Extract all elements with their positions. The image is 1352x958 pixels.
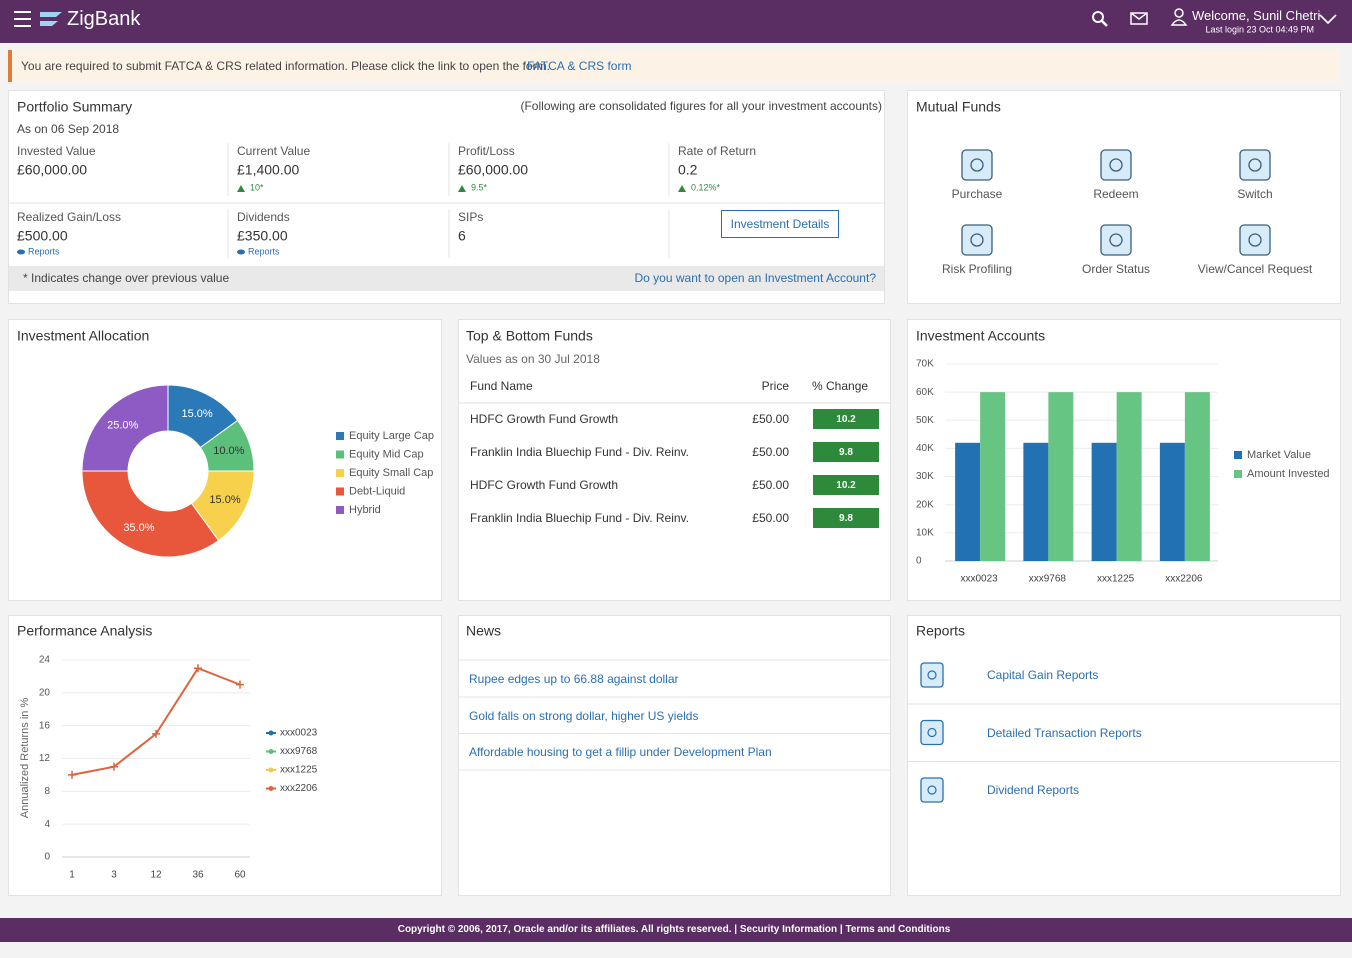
metric-label: Current Value <box>237 143 311 158</box>
reports-link[interactable]: Reports <box>28 246 60 257</box>
metric-label: Invested Value <box>17 143 96 158</box>
panel-title: Portfolio Summary <box>17 98 133 115</box>
panel-title: News <box>466 622 502 639</box>
portfolio-footer <box>9 266 884 291</box>
fund-price: £50.00 <box>752 477 789 492</box>
column-header: Price <box>761 378 789 393</box>
fund-price: £50.00 <box>752 444 789 459</box>
fund-name: Franklin India Bluechip Fund - Div. Rein… <box>470 510 689 525</box>
fund-name: Franklin India Bluechip Fund - Div. Rein… <box>470 444 689 459</box>
column-header: % Change <box>812 378 869 393</box>
note: (Following are consolidated figures for … <box>520 98 882 113</box>
investment-details-button[interactable] <box>721 210 839 238</box>
alert-link[interactable]: FATCA & CRS form <box>527 58 632 73</box>
fund-price: £50.00 <box>752 510 789 525</box>
panel-title: Mutual Funds <box>916 98 1001 115</box>
metric-value: 6 <box>458 227 466 244</box>
action-label[interactable]: Switch <box>1237 186 1273 201</box>
as-of: Values as on 30 Jul 2018 <box>466 351 600 366</box>
metric-value: £1,400.00 <box>237 161 300 178</box>
accounts-panel <box>907 319 1341 601</box>
action-label[interactable]: Risk Profiling <box>941 261 1013 276</box>
fund-price: £50.00 <box>752 411 789 426</box>
metric-value: £60,000.00 <box>17 161 88 178</box>
welcome: Welcome, Sunil Chetri <box>1192 8 1321 24</box>
alert-text: You are required to submit FATCA & CRS r… <box>21 58 550 73</box>
news-link[interactable]: Gold falls on strong dollar, higher US y… <box>469 708 699 723</box>
metric-value: £500.00 <box>17 227 68 244</box>
metric-value: £350.00 <box>237 227 288 244</box>
as-on: As on 06 Sep 2018 <box>17 121 120 136</box>
metric-label: Dividends <box>237 209 290 224</box>
report-link[interactable]: Dividend Reports <box>987 782 1080 797</box>
report-link[interactable]: Detailed Transaction Reports <box>987 725 1142 740</box>
fund-change: 10.2 <box>836 480 856 491</box>
action-label[interactable]: Order Status <box>1081 261 1151 276</box>
footer-text: Copyright © 2006, 2017, Oracle and/or it… <box>397 924 951 935</box>
metric-label: Realized Gain/Loss <box>17 209 122 224</box>
action-label[interactable]: Redeem <box>1093 186 1139 201</box>
mutual-funds-panel <box>907 90 1341 304</box>
reports-link[interactable]: Reports <box>248 246 280 257</box>
footer-bar <box>0 918 1352 942</box>
report-link[interactable]: Capital Gain Reports <box>987 667 1099 682</box>
panel-title: Investment Allocation <box>17 327 150 344</box>
metric-label: SIPs <box>458 209 484 224</box>
footnote: * Indicates change over previous value <box>23 270 230 285</box>
metric-value: £60,000.00 <box>458 161 529 178</box>
panel-title: Investment Accounts <box>916 327 1046 344</box>
metric-change: 9.5* <box>471 182 488 193</box>
performance-panel <box>8 615 442 896</box>
top-bar <box>0 0 1352 43</box>
news-link[interactable]: Affordable housing to get a fillip under… <box>469 744 772 759</box>
news-panel <box>458 615 891 896</box>
metric-label: Rate of Return <box>678 143 757 158</box>
news-link[interactable]: Rupee edges up to 66.88 against dollar <box>469 671 679 686</box>
open-account-link[interactable]: Do you want to open an Investment Accoun… <box>634 270 877 285</box>
button-label[interactable]: Investment Details <box>730 216 830 231</box>
allocation-panel <box>8 319 442 601</box>
fund-name: HDFC Growth Fund Growth <box>470 477 619 492</box>
metric-change: 10* <box>250 182 264 193</box>
brand: ZigBank <box>67 8 141 30</box>
fund-change: 9.8 <box>839 513 853 524</box>
fund-name: HDFC Growth Fund Growth <box>470 411 619 426</box>
fund-change: 10.2 <box>836 414 856 425</box>
column-header: Fund Name <box>470 378 533 393</box>
metric-value: 0.2 <box>678 161 698 178</box>
last-login: Last login 23 Oct 04:49 PM <box>1205 24 1314 35</box>
metric-label: Profit/Loss <box>458 143 515 158</box>
reports-panel <box>907 615 1341 896</box>
panel-title: Reports <box>916 622 966 639</box>
panel-title: Top & Bottom Funds <box>466 327 593 344</box>
fund-change: 9.8 <box>839 447 853 458</box>
alert-banner <box>8 50 1340 82</box>
metric-change: 0.12%* <box>691 182 721 193</box>
panel-title: Performance Analysis <box>17 622 153 639</box>
action-label[interactable]: Purchase <box>951 186 1003 201</box>
action-label[interactable]: View/Cancel Request <box>1197 261 1313 276</box>
